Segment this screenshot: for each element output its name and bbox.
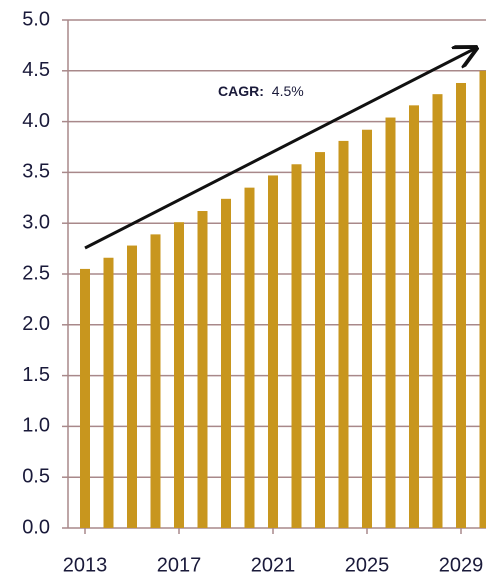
- y-tick-label: 1.5: [22, 364, 50, 386]
- bar: [127, 245, 137, 528]
- bar: [244, 187, 255, 528]
- x-tick-label: 2021: [251, 554, 296, 576]
- x-tick-label: 2013: [63, 554, 108, 576]
- bar: [479, 70, 486, 529]
- bar: [291, 164, 302, 528]
- y-tick-label: 4.0: [22, 110, 50, 132]
- y-tick-label: 3.0: [22, 211, 50, 233]
- bar: [362, 129, 372, 528]
- bar: [268, 175, 278, 528]
- bar: [150, 234, 161, 528]
- bar: [103, 257, 114, 528]
- bar: [221, 198, 231, 529]
- y-tick-label: 4.5: [22, 59, 50, 81]
- bar: [432, 94, 443, 528]
- bar: [315, 152, 325, 528]
- y-tick-label: 0.5: [22, 465, 50, 487]
- annotation: CAGR: 4.5%: [218, 83, 304, 99]
- bar: [409, 105, 419, 529]
- bar: [338, 140, 349, 529]
- bar: [80, 268, 90, 528]
- y-tick-label: 1.0: [22, 415, 50, 437]
- bar: [456, 82, 466, 528]
- y-tick-label: 2.0: [22, 313, 50, 335]
- y-tick-label: 2.5: [22, 262, 50, 284]
- x-tick-label: 2025: [345, 554, 390, 576]
- plot-area: 0.0 0.5 1.0 1.5 2.0 2.5 3.0 3.5 4.0 4.5 5.0 2013 201…: [22, 8, 486, 576]
- x-tick-label: 2029: [439, 554, 484, 576]
- annotation-label: CAGR:: [218, 83, 264, 99]
- trend-arrow: [84, 48, 476, 250]
- bar: [197, 211, 208, 528]
- x-tick-label: 2017: [157, 554, 202, 576]
- y-tick-label: 3.5: [22, 161, 50, 183]
- bar: [174, 222, 184, 528]
- y-tick-label: 0.0: [22, 516, 50, 538]
- bar: [385, 117, 396, 528]
- annotation-value: 4.5%: [272, 83, 304, 99]
- y-tick-label: 5.0: [22, 8, 50, 30]
